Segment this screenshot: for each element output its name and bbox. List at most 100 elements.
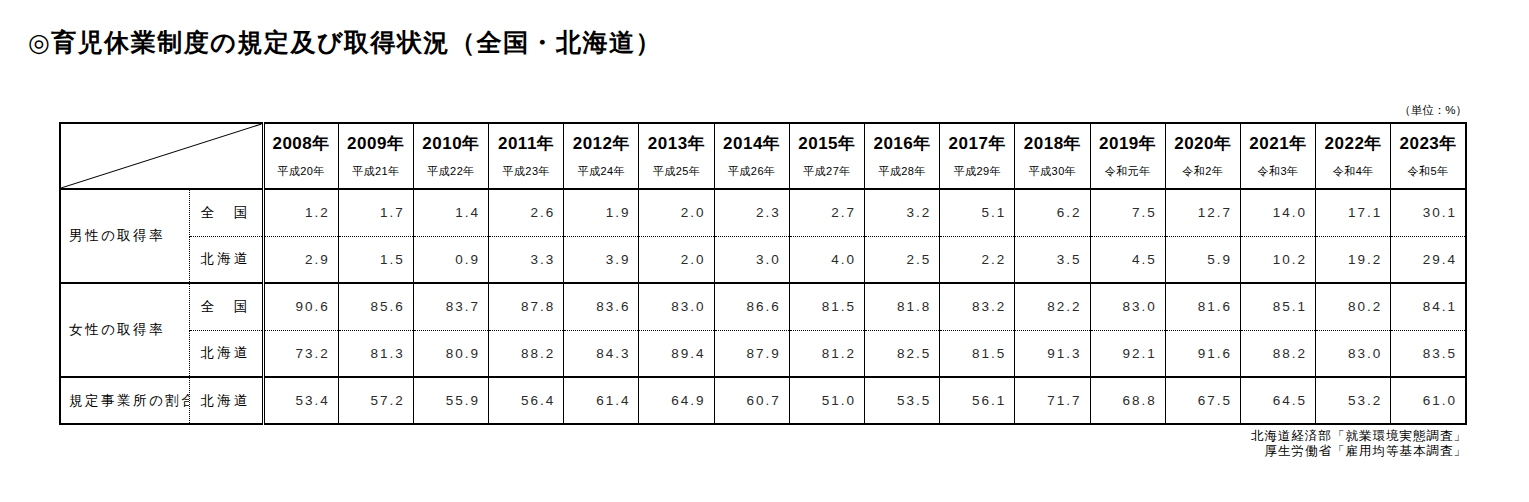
year-label: 2014年 bbox=[715, 132, 789, 155]
era-label: 平成29年 bbox=[940, 164, 1014, 179]
era-label: 令和5年 bbox=[1391, 164, 1465, 179]
year-header-cell: 2008年平成20年 bbox=[263, 123, 338, 189]
value-cell: 64.9 bbox=[639, 377, 714, 424]
value-cell: 80.9 bbox=[413, 330, 488, 377]
year-header-cell: 2020年令和2年 bbox=[1165, 123, 1240, 189]
diagonal-header-cell bbox=[60, 123, 263, 189]
value-cell: 61.0 bbox=[1391, 377, 1466, 424]
value-cell: 89.4 bbox=[639, 330, 714, 377]
year-label: 2012年 bbox=[564, 132, 638, 155]
value-cell: 88.2 bbox=[489, 330, 564, 377]
era-label: 平成28年 bbox=[865, 164, 939, 179]
value-cell: 85.1 bbox=[1240, 283, 1315, 330]
region-label: 全 国 bbox=[189, 189, 263, 236]
year-header-cell: 2022年令和4年 bbox=[1316, 123, 1391, 189]
year-header-cell: 2014年平成26年 bbox=[714, 123, 789, 189]
table-row: 女性の取得率全 国90.685.683.787.883.683.086.681.… bbox=[60, 283, 1466, 330]
value-cell: 14.0 bbox=[1240, 189, 1315, 236]
year-label: 2021年 bbox=[1241, 132, 1315, 155]
year-header-cell: 2015年平成27年 bbox=[789, 123, 864, 189]
value-cell: 3.0 bbox=[714, 236, 789, 283]
era-label: 平成24年 bbox=[564, 164, 638, 179]
era-label: 平成20年 bbox=[265, 164, 338, 179]
value-cell: 3.3 bbox=[489, 236, 564, 283]
value-cell: 10.2 bbox=[1240, 236, 1315, 283]
value-cell: 17.1 bbox=[1316, 189, 1391, 236]
value-cell: 5.9 bbox=[1165, 236, 1240, 283]
year-header-cell: 2018年平成30年 bbox=[1015, 123, 1090, 189]
table-row: 北海道73.281.380.988.284.389.487.981.282.58… bbox=[60, 330, 1466, 377]
value-cell: 2.7 bbox=[789, 189, 864, 236]
value-cell: 5.1 bbox=[940, 189, 1015, 236]
page-title: ◎育児休業制度の規定及び取得状況（全国・北海道） bbox=[28, 26, 662, 59]
era-label: 平成21年 bbox=[339, 164, 413, 179]
value-cell: 30.1 bbox=[1391, 189, 1466, 236]
value-cell: 56.4 bbox=[489, 377, 564, 424]
year-label: 2015年 bbox=[790, 132, 864, 155]
year-header-cell: 2013年平成25年 bbox=[639, 123, 714, 189]
year-label: 2013年 bbox=[639, 132, 713, 155]
value-cell: 67.5 bbox=[1165, 377, 1240, 424]
value-cell: 88.2 bbox=[1240, 330, 1315, 377]
row-group-label: 規定事業所の割合 bbox=[60, 377, 189, 424]
document-page: ◎育児休業制度の規定及び取得状況（全国・北海道） （単位：%） 2008年平成2… bbox=[0, 0, 1529, 502]
era-label: 令和4年 bbox=[1316, 164, 1390, 179]
year-header-cell: 2019年令和元年 bbox=[1090, 123, 1165, 189]
value-cell: 4.5 bbox=[1090, 236, 1165, 283]
value-cell: 86.6 bbox=[714, 283, 789, 330]
era-label: 平成22年 bbox=[414, 164, 488, 179]
value-cell: 83.0 bbox=[1316, 330, 1391, 377]
year-header-cell: 2017年平成29年 bbox=[940, 123, 1015, 189]
value-cell: 55.9 bbox=[413, 377, 488, 424]
row-group-label: 男性の取得率 bbox=[60, 189, 189, 283]
value-cell: 1.2 bbox=[263, 189, 338, 236]
year-label: 2019年 bbox=[1091, 132, 1165, 155]
value-cell: 1.7 bbox=[338, 189, 413, 236]
region-label: 北海道 bbox=[189, 330, 263, 377]
region-label: 全 国 bbox=[189, 283, 263, 330]
value-cell: 29.4 bbox=[1391, 236, 1466, 283]
source-line: 厚生労働省「雇用均等基本調査」 bbox=[59, 444, 1467, 459]
value-cell: 83.0 bbox=[1090, 283, 1165, 330]
era-label: 令和元年 bbox=[1091, 164, 1165, 179]
value-cell: 2.0 bbox=[639, 236, 714, 283]
value-cell: 61.4 bbox=[564, 377, 639, 424]
value-cell: 4.0 bbox=[789, 236, 864, 283]
value-cell: 90.6 bbox=[263, 283, 338, 330]
value-cell: 2.6 bbox=[489, 189, 564, 236]
value-cell: 83.2 bbox=[940, 283, 1015, 330]
value-cell: 6.2 bbox=[1015, 189, 1090, 236]
value-cell: 2.0 bbox=[639, 189, 714, 236]
value-cell: 81.6 bbox=[1165, 283, 1240, 330]
value-cell: 0.9 bbox=[413, 236, 488, 283]
year-label: 2017年 bbox=[940, 132, 1014, 155]
region-label: 北海道 bbox=[189, 377, 263, 424]
year-header-cell: 2011年平成23年 bbox=[489, 123, 564, 189]
value-cell: 2.5 bbox=[865, 236, 940, 283]
value-cell: 82.5 bbox=[865, 330, 940, 377]
value-cell: 91.6 bbox=[1165, 330, 1240, 377]
year-label: 2022年 bbox=[1316, 132, 1390, 155]
year-header-cell: 2021年令和3年 bbox=[1240, 123, 1315, 189]
year-label: 2008年 bbox=[265, 132, 338, 155]
value-cell: 81.5 bbox=[940, 330, 1015, 377]
value-cell: 83.6 bbox=[564, 283, 639, 330]
data-sources: 北海道経済部「就業環境実態調査」 厚生労働省「雇用均等基本調査」 bbox=[59, 429, 1467, 459]
value-cell: 91.3 bbox=[1015, 330, 1090, 377]
value-cell: 57.2 bbox=[338, 377, 413, 424]
year-label: 2010年 bbox=[414, 132, 488, 155]
year-header-cell: 2012年平成24年 bbox=[564, 123, 639, 189]
year-header-cell: 2009年平成21年 bbox=[338, 123, 413, 189]
year-label: 2018年 bbox=[1015, 132, 1089, 155]
year-label: 2023年 bbox=[1391, 132, 1465, 155]
statistics-table: 2008年平成20年2009年平成21年2010年平成22年2011年平成23年… bbox=[59, 122, 1467, 425]
value-cell: 60.7 bbox=[714, 377, 789, 424]
year-label: 2011年 bbox=[489, 132, 563, 155]
value-cell: 2.2 bbox=[940, 236, 1015, 283]
value-cell: 3.2 bbox=[865, 189, 940, 236]
value-cell: 84.1 bbox=[1391, 283, 1466, 330]
value-cell: 73.2 bbox=[263, 330, 338, 377]
value-cell: 3.5 bbox=[1015, 236, 1090, 283]
value-cell: 81.8 bbox=[865, 283, 940, 330]
value-cell: 81.5 bbox=[789, 283, 864, 330]
